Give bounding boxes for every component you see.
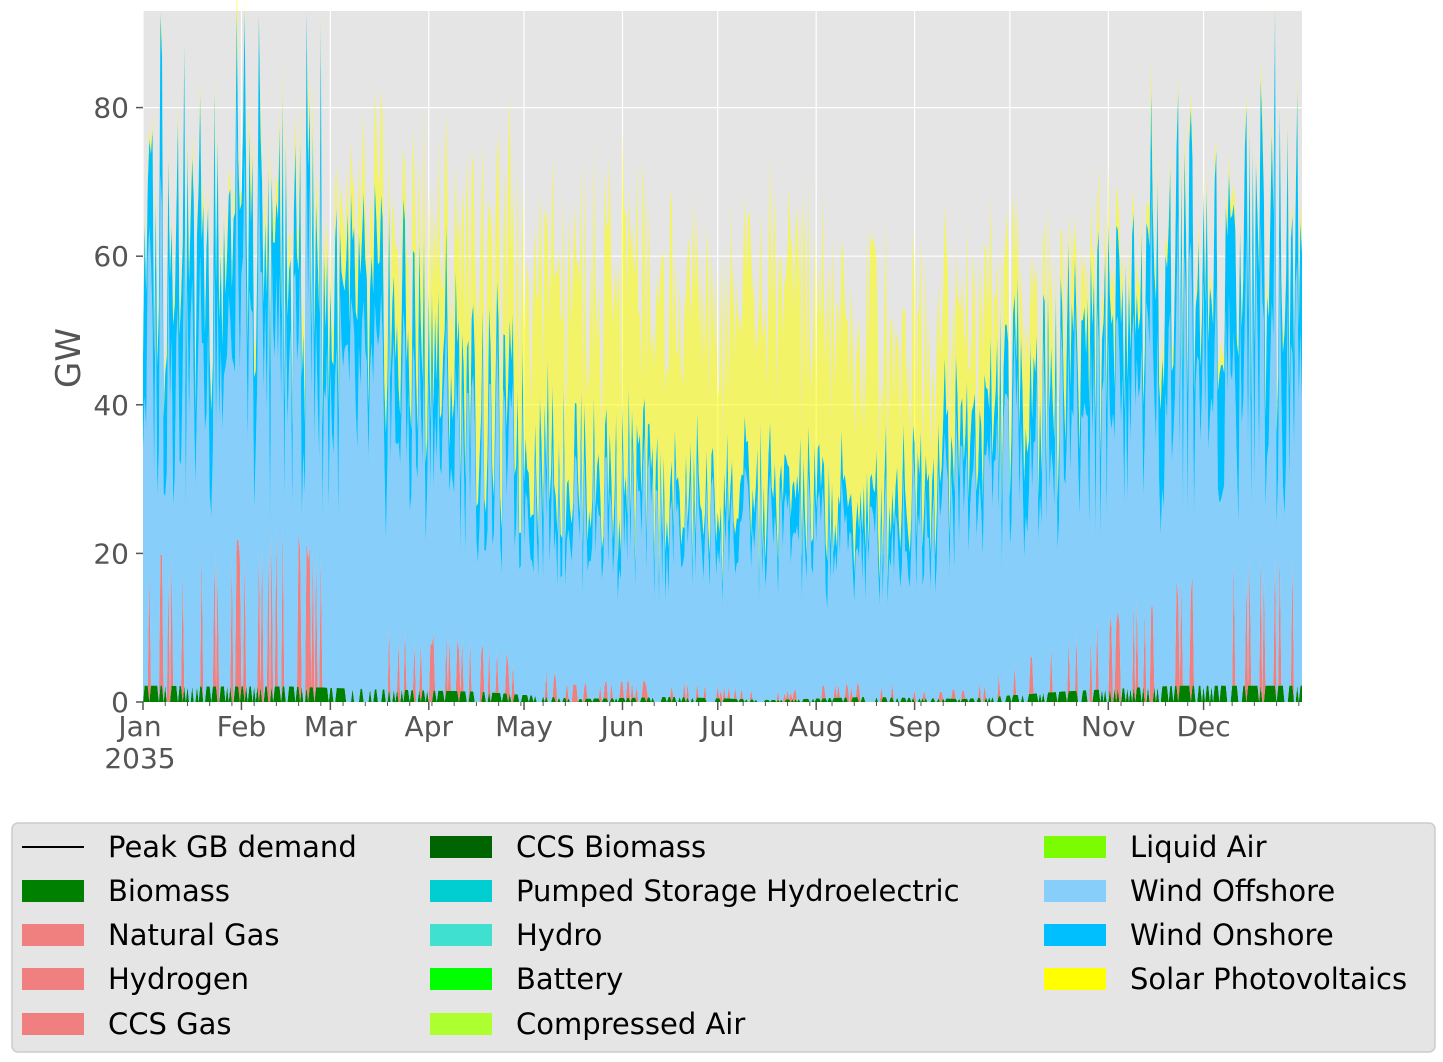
- legend-entry-label: Hydrogen: [108, 962, 249, 996]
- legend-swatch: [430, 968, 492, 990]
- legend-swatch: [1044, 924, 1106, 946]
- y-tick-label: 40: [93, 389, 129, 422]
- x-tick-label: Sep: [888, 710, 941, 743]
- area-wind-offshore: [143, 98, 1302, 702]
- legend-entry-label: Wind Onshore: [1130, 918, 1334, 952]
- y-tick-label: 60: [93, 240, 129, 273]
- legend-entry-label: CCS Gas: [108, 1007, 231, 1041]
- legend: Peak GB demand Biomass Natural Gas Hydrogen…: [11, 822, 1436, 1053]
- legend-entry-label: Biomass: [108, 874, 230, 908]
- x-tick-label: Aug: [789, 710, 844, 743]
- y-axis-label: GW: [49, 328, 89, 388]
- legend-entry-label: Battery: [516, 962, 623, 996]
- legend-entry-label: Liquid Air: [1130, 830, 1267, 864]
- legend-swatch: [430, 924, 492, 946]
- legend-entry-label: Peak GB demand: [108, 830, 357, 864]
- area-biomass: [143, 685, 1302, 702]
- legend-swatch: [430, 880, 492, 902]
- legend-entry-label: Wind Offshore: [1130, 874, 1335, 908]
- y-tick-label: 80: [93, 92, 129, 125]
- legend-swatch: [22, 924, 84, 946]
- x-tick-label: May: [495, 710, 553, 743]
- area-wind-onshore: [143, 11, 1302, 611]
- stacked-areas: [143, 0, 1302, 702]
- legend-entry-label: Solar Photovoltaics: [1130, 962, 1407, 996]
- legend-swatch: [430, 1013, 492, 1035]
- area-natural-gas: [143, 524, 1302, 702]
- x-tick-label: Mar: [304, 710, 357, 743]
- x-tick-label: Jul: [699, 710, 735, 743]
- x-tick-label: Oct: [986, 710, 1034, 743]
- legend-swatch: [430, 836, 492, 858]
- x-axis: Jan Feb Mar Apr May Jun Jul Aug Sep Oct Nov Dec: [116, 702, 1300, 743]
- x-axis-year-label: 2035: [104, 742, 175, 775]
- legend-swatch: [1044, 836, 1106, 858]
- x-tick-label: Nov: [1081, 710, 1136, 743]
- x-tick-label: Feb: [217, 710, 267, 743]
- x-tick-label: Dec: [1176, 710, 1230, 743]
- legend-entry-label: CCS Biomass: [516, 830, 706, 864]
- x-tick-label: Jan: [116, 710, 161, 743]
- legend-entry-label: Hydro: [516, 918, 602, 952]
- x-tick-label: Jun: [599, 710, 645, 743]
- legend-swatch: [22, 880, 84, 902]
- y-axis: 0 20 40 60 80: [93, 92, 143, 719]
- legend-swatch: [1044, 880, 1106, 902]
- y-tick-label: 0: [111, 686, 129, 719]
- legend-swatch: [22, 968, 84, 990]
- legend-entry-label: Natural Gas: [108, 918, 280, 952]
- area-solar-photovoltaics: [143, 0, 1302, 585]
- legend-entry-label: Compressed Air: [516, 1007, 745, 1041]
- x-tick-label: Apr: [405, 710, 454, 743]
- legend-swatch: [22, 1013, 84, 1035]
- legend-entry-label: Pumped Storage Hydroelectric: [516, 874, 960, 908]
- y-tick-label: 20: [93, 537, 129, 570]
- legend-swatch: [1044, 968, 1106, 990]
